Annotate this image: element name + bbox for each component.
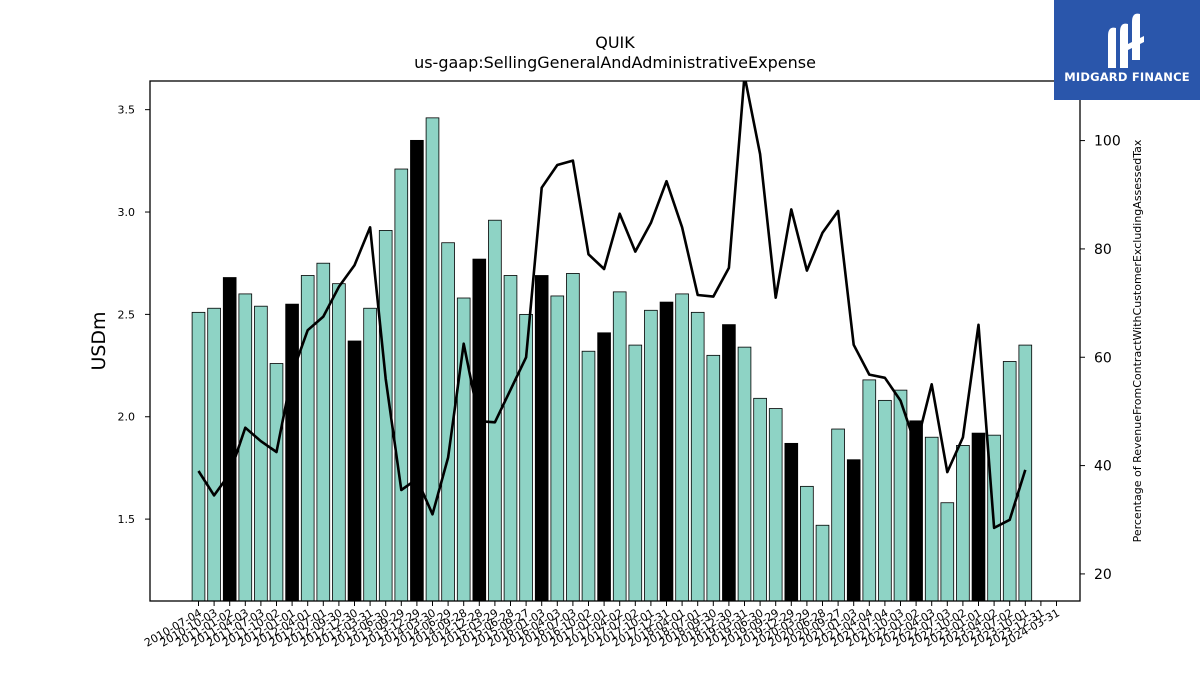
bar xyxy=(878,399,892,602)
y2-tick-label: 60 xyxy=(1094,350,1112,366)
line-series xyxy=(197,81,1027,530)
y2-tick-label: 80 xyxy=(1094,242,1112,258)
bar xyxy=(862,379,877,602)
bar xyxy=(768,408,783,602)
bar xyxy=(690,311,705,602)
bar xyxy=(753,397,767,602)
y-tick-label: 1.5 xyxy=(118,513,136,526)
x-axis: 2010-07-042010-10-032011-01-022011-04-03… xyxy=(142,601,1062,650)
bar xyxy=(956,445,970,602)
bar xyxy=(191,311,206,602)
bar xyxy=(831,428,845,602)
bar xyxy=(285,303,299,602)
bar xyxy=(207,307,221,602)
bar-series xyxy=(191,117,1033,602)
bar xyxy=(222,277,237,602)
bar xyxy=(394,168,409,602)
y2-tick-label: 100 xyxy=(1094,134,1121,150)
bar xyxy=(472,258,487,602)
bar xyxy=(815,524,830,602)
bar xyxy=(659,301,674,602)
y-tick-label: 2.0 xyxy=(118,411,136,424)
bar xyxy=(347,340,362,602)
mf-monogram-icon xyxy=(1108,13,1144,68)
chart-subtitle: us-gaap:SellingGeneralAndAdministrativeE… xyxy=(414,53,816,72)
bar xyxy=(503,275,518,602)
bar xyxy=(566,273,580,602)
bar xyxy=(534,275,549,602)
bar xyxy=(238,293,253,602)
bar xyxy=(363,307,377,602)
y2-tick-label: 40 xyxy=(1094,459,1112,475)
bar xyxy=(924,436,939,602)
y2-axis-label: Percentage of RevenueFromContractWithCus… xyxy=(1131,139,1144,542)
y-tick-label: 2.5 xyxy=(118,308,136,321)
bar xyxy=(581,350,596,602)
plot-frame xyxy=(149,80,1081,602)
y-tick-label: 3.5 xyxy=(118,104,136,117)
bar xyxy=(846,459,861,602)
bar xyxy=(254,305,268,602)
chart-title: QUIK xyxy=(595,33,635,52)
bar xyxy=(410,139,424,602)
bar xyxy=(628,344,643,602)
bar xyxy=(706,354,721,602)
bar xyxy=(644,309,658,602)
bar xyxy=(550,295,565,602)
y-axis-label: USDm xyxy=(88,311,110,370)
y2-tick-label: 20 xyxy=(1094,567,1112,583)
bar xyxy=(597,332,611,602)
bar xyxy=(675,293,689,602)
line-path xyxy=(197,81,1027,530)
bar xyxy=(940,502,955,602)
y-axis-left: 1.5 2.0 2.5 3.0 3.5 xyxy=(118,104,150,526)
bar xyxy=(784,442,799,602)
bar xyxy=(269,363,284,602)
y-axis-right: 20 40 60 80 100 xyxy=(1080,134,1121,583)
bar xyxy=(971,432,986,602)
bar xyxy=(800,485,814,602)
bar xyxy=(300,275,315,602)
bar xyxy=(612,291,627,602)
bar xyxy=(893,389,908,602)
brand-logo: MIDGARD FINANCE xyxy=(1054,0,1200,100)
bar xyxy=(332,283,346,602)
bar xyxy=(425,117,440,602)
bar xyxy=(737,346,752,602)
bar xyxy=(1002,361,1017,602)
y-tick-label: 3.0 xyxy=(118,206,136,219)
bar xyxy=(722,324,736,602)
brand-name: MIDGARD FINANCE xyxy=(1064,70,1190,84)
